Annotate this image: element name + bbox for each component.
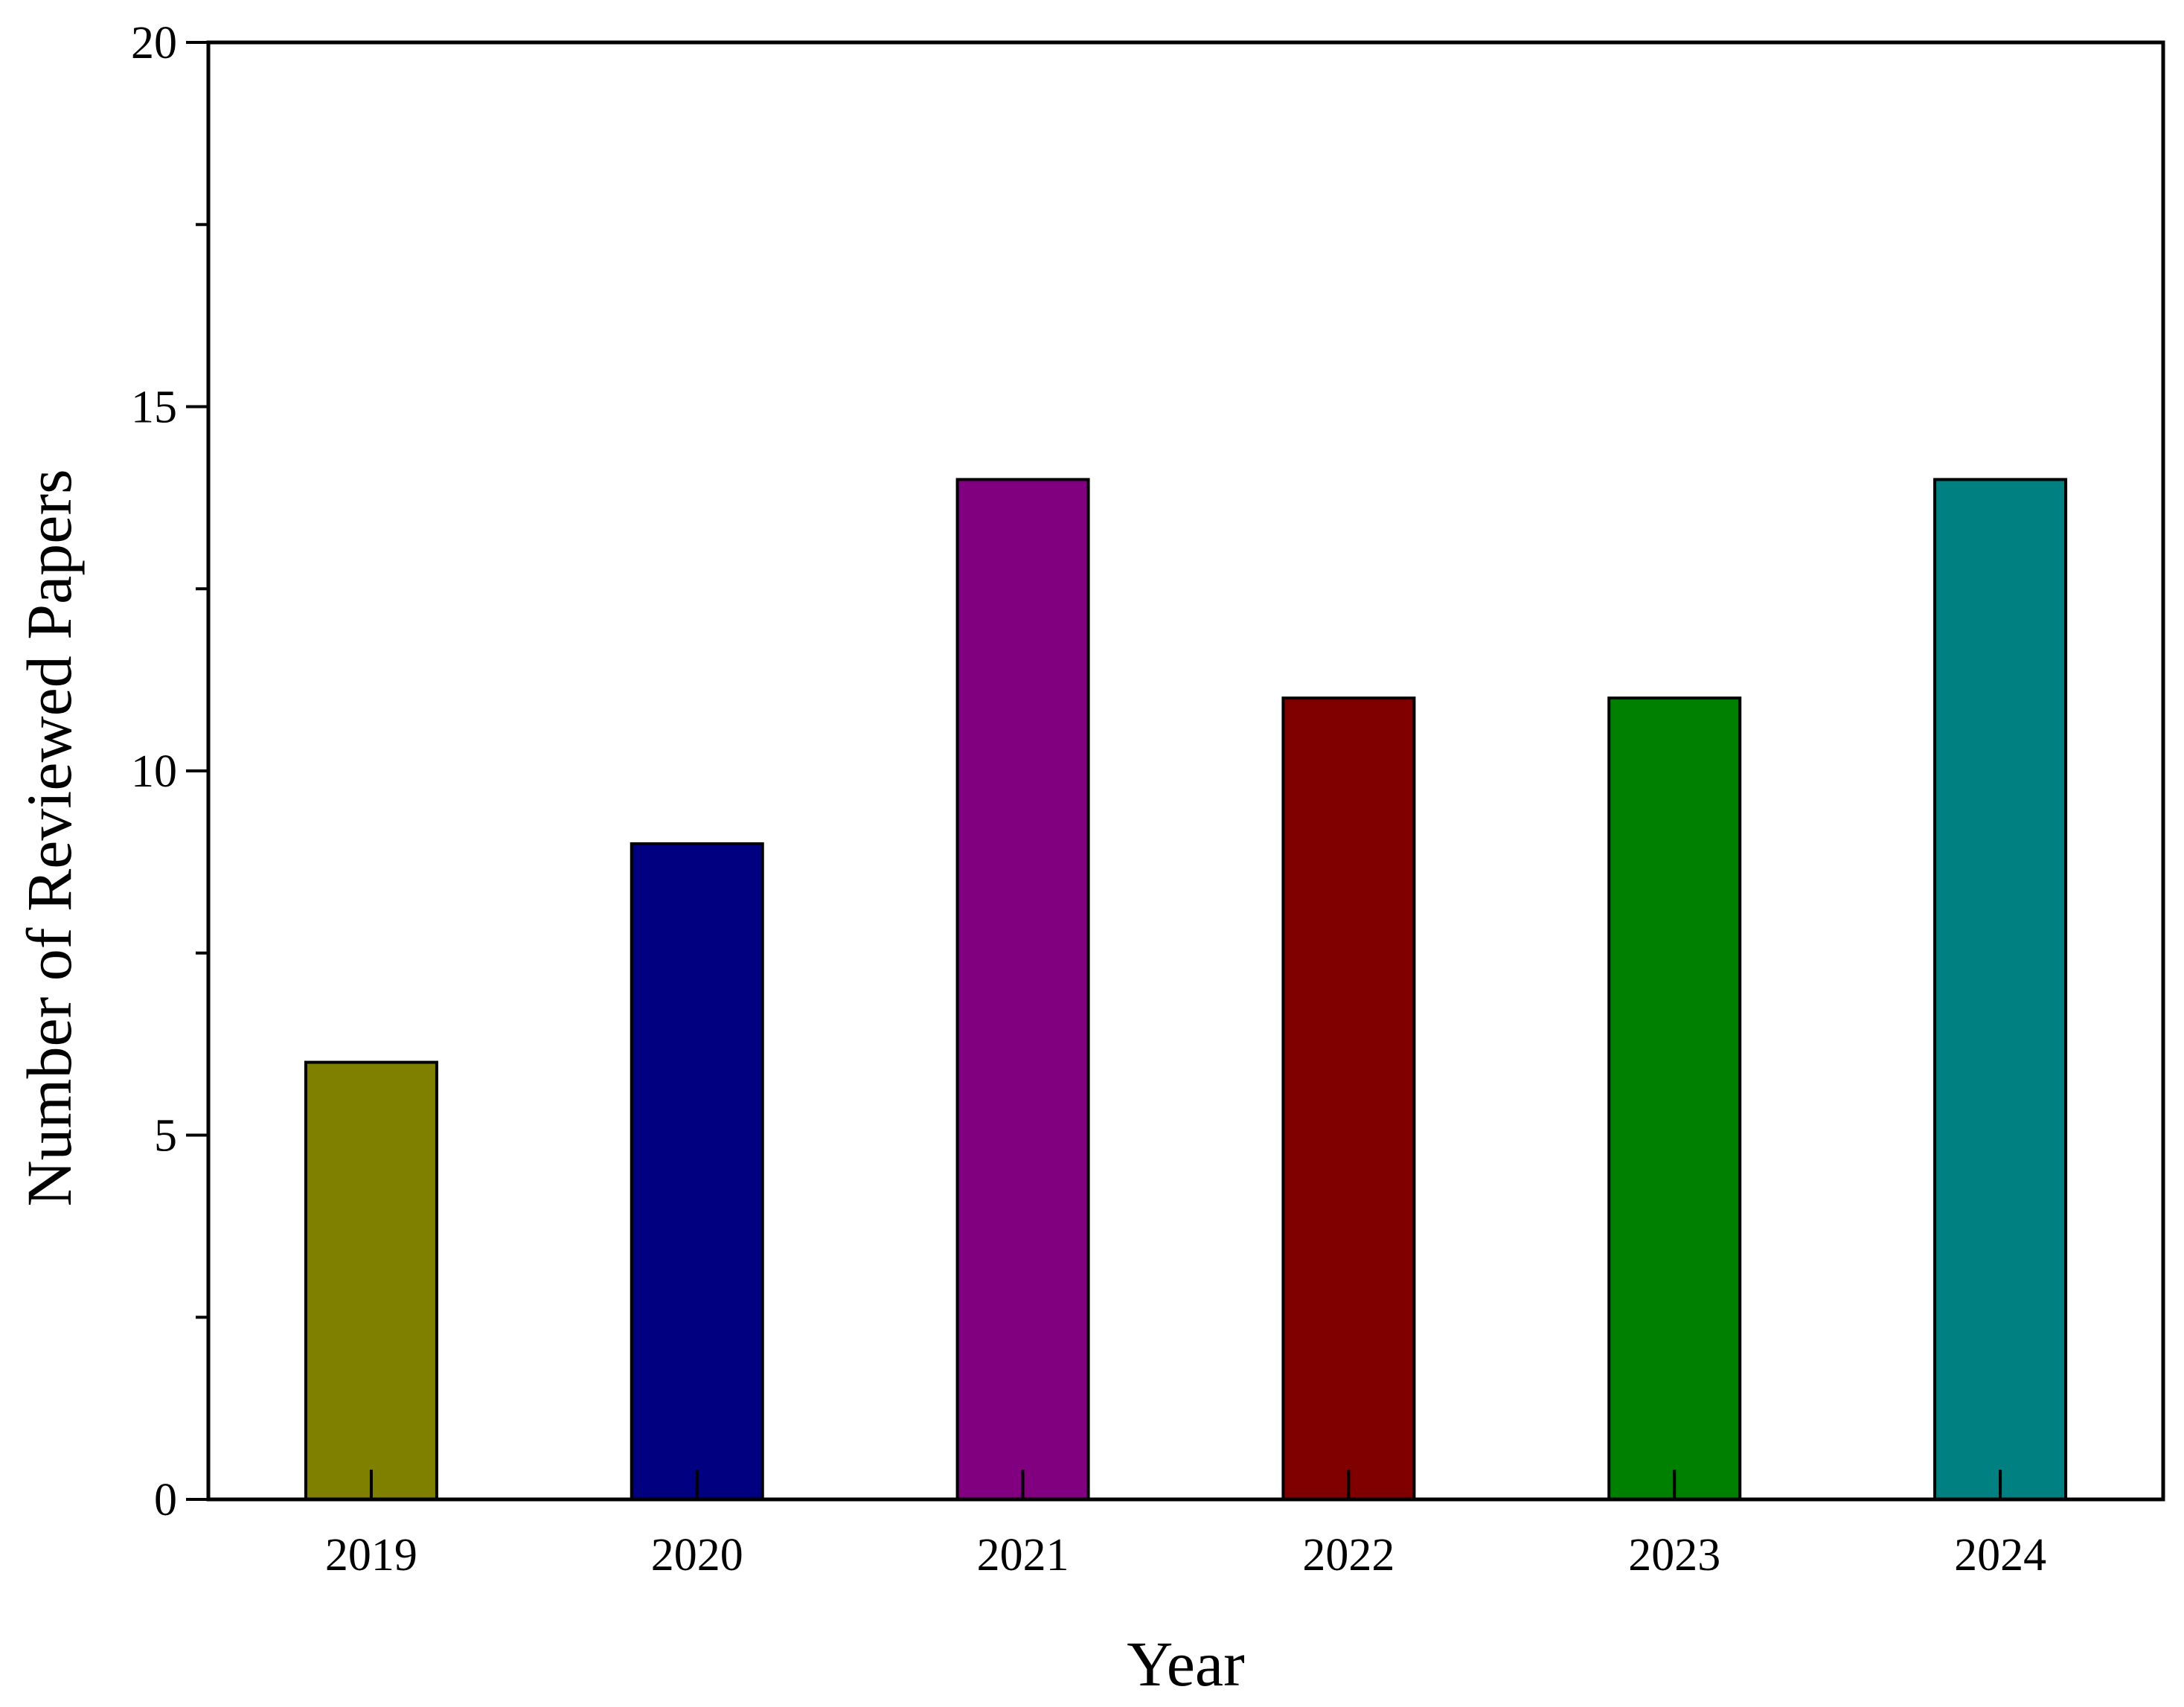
x-tick-label: 2019	[325, 1530, 417, 1581]
bar-2021	[955, 478, 1090, 1501]
bar-2022	[1281, 696, 1416, 1501]
y-tick-label: 5	[154, 1111, 177, 1162]
x-tick-label: 2022	[1302, 1530, 1394, 1581]
bar-2024	[1933, 478, 2068, 1501]
plot-frame	[206, 40, 2165, 1502]
y-axis-title: Number of Reviewed Papers	[13, 469, 85, 1206]
y-ticks-group: 0 5 10 15 20	[131, 18, 208, 1525]
y-tick-label: 15	[131, 382, 177, 433]
x-tick-label: 2024	[1954, 1530, 2046, 1581]
x-tick-label: 2020	[651, 1530, 743, 1581]
x-tick-label: 2021	[977, 1530, 1069, 1581]
bars-group	[304, 478, 2068, 1501]
x-axis-title: Year	[1127, 1628, 1244, 1700]
y-tick-label: 0	[154, 1475, 177, 1525]
x-tick-label: 2023	[1628, 1530, 1720, 1581]
bar-2023	[1607, 696, 1742, 1501]
y-tick-label: 10	[131, 746, 177, 797]
bar-2019	[304, 1060, 438, 1501]
bar-2020	[630, 842, 764, 1501]
x-ticks-group: 2019 2020 2021 2022 2023 2024	[325, 1470, 2046, 1581]
y-tick-label: 20	[131, 18, 177, 68]
